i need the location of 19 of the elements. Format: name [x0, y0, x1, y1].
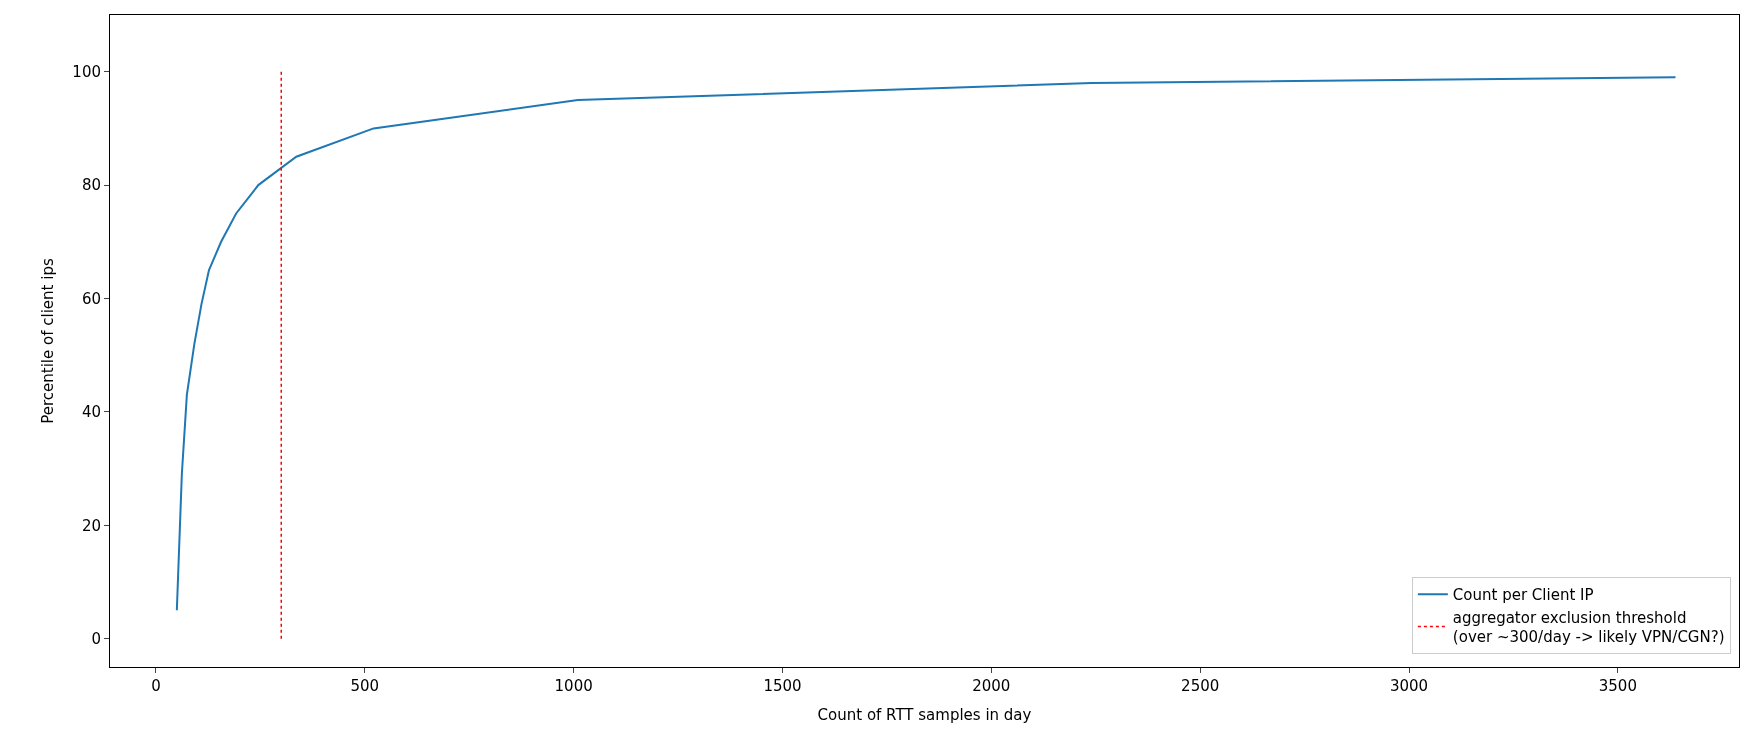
legend-label: aggregator exclusion threshold (over ~300/day -> likely VPN/CGN?): [1452, 608, 1725, 647]
y-axis-title: Percentile of client ips: [38, 258, 57, 424]
line-series: [175, 76, 1677, 612]
x-tick-label: 0: [151, 677, 161, 695]
x-axis-title: Count of RTT samples in day: [817, 706, 1032, 724]
legend-label: Count per Client IP: [1452, 586, 1594, 605]
x-tick-label: 500: [350, 677, 380, 695]
y-tick-label: 0: [91, 629, 101, 648]
x-tick-label: 1500: [763, 677, 802, 695]
x-tick-label: 2500: [1181, 677, 1220, 695]
x-tick-label: 3000: [1389, 677, 1429, 695]
y-tick-label: 100: [72, 62, 101, 81]
x-tick-label: 1000: [554, 677, 593, 695]
y-tick-label: 60: [81, 289, 101, 308]
y-tick-label: 20: [81, 516, 101, 535]
y-tick-label: 80: [81, 176, 101, 195]
x-tick-label: 2000: [972, 677, 1011, 695]
x-tick-label: 3500: [1598, 677, 1637, 695]
y-tick-label: 40: [81, 403, 101, 422]
